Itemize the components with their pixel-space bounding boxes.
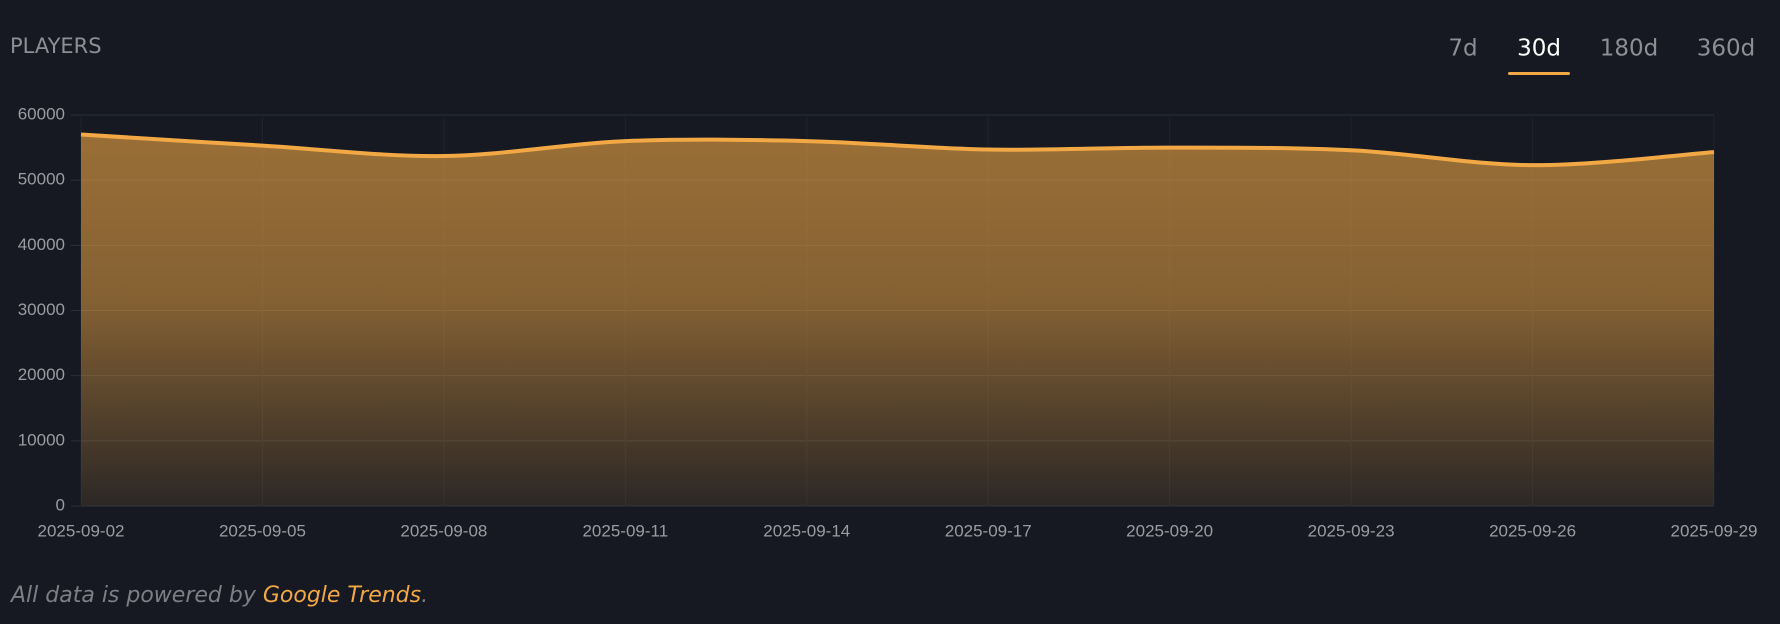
y-tick-label: 20000: [18, 365, 65, 384]
footer-link[interactable]: Google Trends: [262, 583, 422, 608]
x-tick-label: 2025-09-26: [1489, 521, 1576, 540]
chart-title: PLAYERS: [10, 34, 102, 58]
x-tick-label: 2025-09-29: [1671, 521, 1758, 540]
y-tick-label: 50000: [18, 170, 65, 189]
y-tick-label: 10000: [18, 430, 65, 449]
x-tick-label: 2025-09-02: [38, 521, 125, 540]
area-fill: [81, 134, 1714, 507]
y-tick-label: 30000: [18, 300, 65, 319]
x-tick-label: 2025-09-17: [945, 521, 1032, 540]
footer: All data is powered by Google Trends.: [11, 583, 428, 608]
y-tick-label: 60000: [18, 104, 65, 123]
tab[interactable]: 7d: [1448, 36, 1477, 62]
footer-text: All data is powered by: [11, 583, 256, 608]
tab[interactable]: 360d: [1697, 36, 1756, 62]
y-tick-label: 0: [56, 495, 65, 514]
x-tick-label: 2025-09-08: [400, 521, 487, 540]
x-tick-label: 2025-09-05: [219, 521, 306, 540]
line: [80, 132, 1715, 168]
x-tick-label: 2025-09-14: [763, 521, 850, 540]
x-tick-label: 2025-09-23: [1308, 521, 1395, 540]
x-tick-label: 2025-09-11: [582, 521, 668, 540]
y-tick-label: 40000: [18, 235, 65, 254]
footer-end: .: [421, 583, 429, 608]
tab[interactable]: 180d: [1600, 36, 1659, 62]
tab[interactable]: 30d: [1517, 36, 1561, 62]
tab-underline: [1508, 72, 1570, 75]
x-tick-label: 2025-09-20: [1126, 521, 1213, 540]
